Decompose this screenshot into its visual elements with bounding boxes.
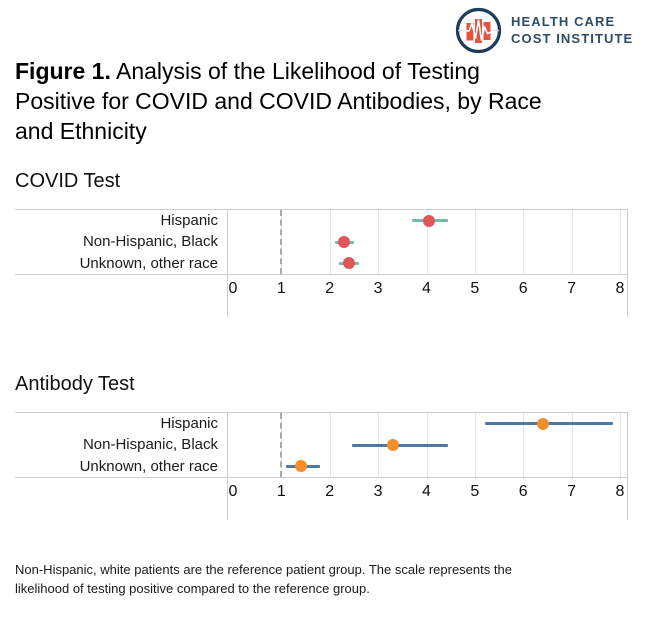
axis-tick-label: 1 bbox=[276, 483, 286, 500]
gridline bbox=[378, 210, 380, 274]
hcci-logo-icon bbox=[455, 7, 502, 54]
gridline bbox=[571, 210, 573, 274]
axis-tick-label: 4 bbox=[422, 280, 431, 297]
axis-tick-label: 7 bbox=[567, 280, 577, 297]
chart-covid-test: COVID Test Hispanic Non-Hispanic, Black Un… bbox=[15, 167, 628, 317]
plot-area bbox=[227, 413, 628, 477]
axis-tick-label: 8 bbox=[615, 280, 625, 297]
logo-line-1: HEALTH CARE bbox=[511, 14, 616, 30]
gridline bbox=[329, 210, 331, 274]
gridline bbox=[426, 210, 428, 274]
chart-title: Antibody Test bbox=[15, 373, 135, 395]
data-point bbox=[338, 236, 351, 248]
gridline bbox=[329, 413, 331, 477]
panel-left-border bbox=[227, 209, 228, 317]
gridline bbox=[620, 210, 621, 274]
reference-line bbox=[280, 210, 283, 274]
gridline bbox=[474, 413, 476, 477]
axis-tick-label: 2 bbox=[325, 483, 335, 500]
data-point bbox=[536, 417, 549, 430]
reference-line bbox=[280, 413, 283, 477]
category-label: Hispanic bbox=[160, 212, 218, 230]
data-point bbox=[422, 214, 435, 227]
axis-tick-label: 6 bbox=[518, 280, 528, 297]
figure-number: Figure 1. bbox=[15, 58, 111, 84]
plot-panel: Hispanic Non-Hispanic, Black Unknown, othe… bbox=[15, 209, 628, 275]
figure-title: Figure 1. Analysis of the Likelihood of … bbox=[15, 56, 555, 146]
panel-left-border bbox=[227, 412, 228, 520]
data-point bbox=[343, 257, 356, 270]
footnote: Non-Hispanic, white patients are the ref… bbox=[15, 562, 512, 596]
chart-panel: Hispanic Non-Hispanic, Black Unknown, othe… bbox=[15, 209, 628, 317]
logo-line-2: COST INSTITUTE bbox=[511, 31, 634, 46]
gridline bbox=[523, 210, 525, 274]
axis-tick-label: 4 bbox=[422, 483, 431, 500]
axis-tick-label: 7 bbox=[567, 483, 577, 500]
panel-right-border bbox=[627, 209, 628, 317]
axis-tick-label: 3 bbox=[373, 280, 383, 297]
data-point bbox=[386, 439, 399, 451]
axis-tick-label: 6 bbox=[518, 483, 528, 500]
chart-panel: Hispanic Non-Hispanic, Black Unknown, othe… bbox=[15, 412, 628, 520]
confidence-interval bbox=[484, 422, 613, 426]
axis-tick-label: 0 bbox=[228, 280, 238, 297]
axis-tick-label: 5 bbox=[470, 280, 480, 297]
category-label: Non-Hispanic, Black bbox=[82, 436, 218, 454]
x-axis: 0 1 2 3 4 5 6 7 8 bbox=[227, 275, 628, 301]
axis-tick-label: 2 bbox=[325, 280, 335, 297]
category-label: Unknown, other race bbox=[79, 254, 218, 272]
category-labels: Hispanic Non-Hispanic, Black Unknown, othe… bbox=[15, 210, 227, 274]
gridline bbox=[523, 413, 525, 477]
category-label: Hispanic bbox=[160, 415, 218, 433]
axis-tick-label: 3 bbox=[373, 483, 383, 500]
plot-panel: Hispanic Non-Hispanic, Black Unknown, othe… bbox=[15, 412, 628, 478]
category-label: Non-Hispanic, Black bbox=[82, 233, 218, 251]
hcci-logo-text: HEALTH CARE COST INSTITUTE bbox=[511, 15, 633, 45]
axis-tick-label: 1 bbox=[276, 280, 286, 297]
panel-right-border bbox=[627, 412, 628, 520]
hcci-logo: HEALTH CARE COST INSTITUTE bbox=[455, 7, 633, 54]
chart-antibody-test: Antibody Test Hispanic Non-Hispanic, Blac… bbox=[15, 370, 628, 520]
gridline bbox=[474, 210, 476, 274]
plot-area bbox=[227, 210, 628, 274]
axis-tick-label: 8 bbox=[615, 483, 625, 500]
x-axis: 0 1 2 3 4 5 6 7 8 bbox=[227, 478, 628, 504]
data-point bbox=[294, 460, 307, 473]
axis-tick-label: 5 bbox=[470, 483, 480, 500]
gridline bbox=[571, 413, 573, 477]
category-labels: Hispanic Non-Hispanic, Black Unknown, othe… bbox=[15, 413, 227, 477]
axis-tick-label: 0 bbox=[228, 483, 238, 500]
confidence-interval bbox=[351, 443, 449, 447]
category-label: Unknown, other race bbox=[79, 457, 218, 475]
figure-title-text: Analysis of the Likelihood of Testing Po… bbox=[15, 58, 542, 144]
chart-title: COVID Test bbox=[15, 170, 121, 192]
gridline bbox=[620, 413, 621, 477]
